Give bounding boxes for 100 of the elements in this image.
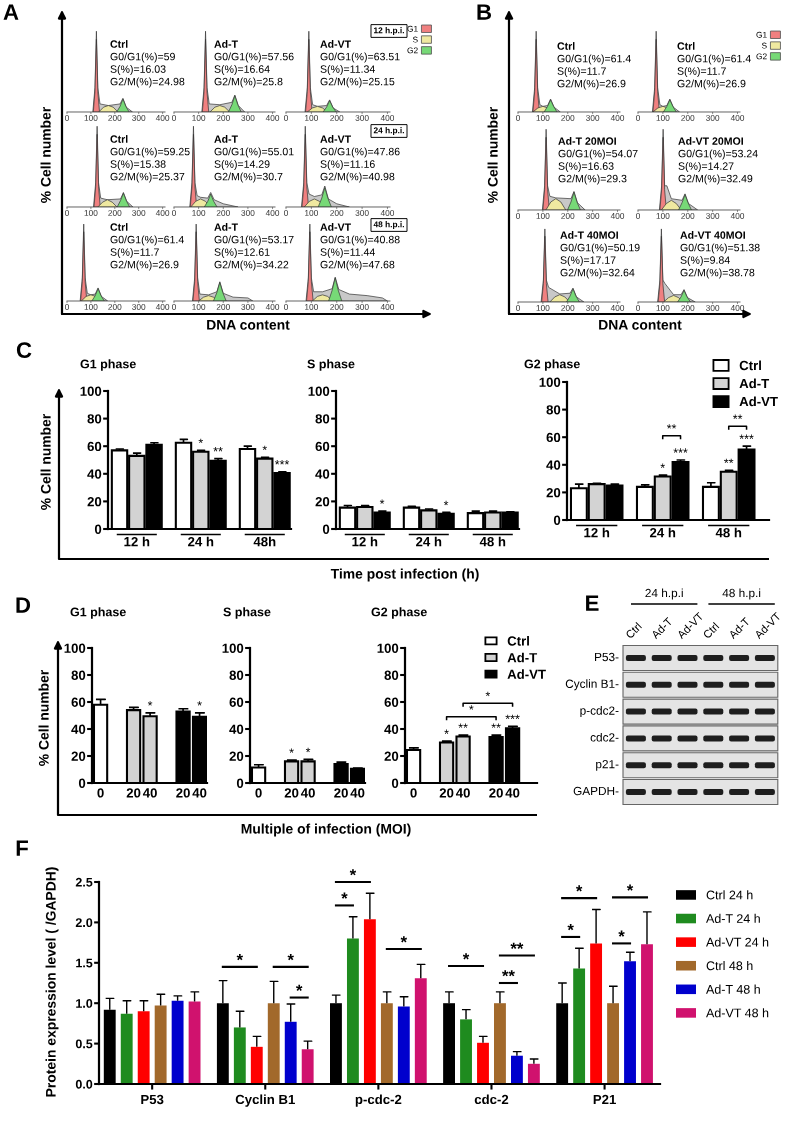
x-tick-label: 300 (706, 213, 720, 219)
x-tick-label: 100 (192, 115, 206, 121)
x-tick-label: 100 (192, 304, 206, 310)
annotation: S(%)=11.7 (557, 67, 606, 77)
annotation: ** (666, 424, 677, 429)
annotation: S(%)=11.7 (677, 67, 726, 77)
y-tick-label: 40 (315, 469, 330, 479)
x-axis-title: DNA content (599, 320, 682, 330)
y-tick-label: 40 (546, 460, 561, 470)
x-tick-label: 20 (334, 788, 348, 798)
legend-label: Ad-T 24 h (706, 913, 760, 923)
legend-label: Ctrl 48 h (706, 961, 753, 971)
annotation: S(%)=16.64 (214, 65, 270, 75)
x-tick-label: 0 (636, 213, 640, 219)
chart-title: Ad-T 40MOI (560, 231, 618, 239)
x-tick-label: 40 (455, 788, 470, 798)
legend-label: Ad-T (739, 378, 770, 389)
x-tick-label: 300 (241, 115, 255, 121)
x-tick-label: 12 h (584, 527, 610, 538)
x-tick-label: 0 (636, 305, 640, 311)
y-tick-label: 100 (64, 643, 86, 653)
x-tick-label: 300 (132, 304, 146, 310)
x-tick-label: 400 (155, 115, 170, 121)
legend-label: S (412, 36, 418, 43)
x-tick-label: 100 (656, 115, 670, 121)
category-label: Cyclin B1- (565, 679, 619, 691)
data-label: * (147, 701, 153, 706)
y-tick-label: 20 (315, 496, 330, 507)
legend-label: G2 (407, 47, 418, 54)
annotation: S(%)=16.63 (558, 162, 614, 172)
x-tick-label: 400 (155, 210, 170, 216)
data-label: *** (505, 714, 520, 720)
y-tick-label: 80 (546, 405, 561, 415)
annotation: G2/M(%)=25.8 (214, 77, 283, 88)
legend-label: Ad-T (507, 652, 538, 663)
y-axis-title: % Cell number (40, 413, 51, 510)
text: Ad-T (214, 40, 238, 48)
x-axis-title: Multiple of infection (MOI) (241, 823, 411, 837)
data-label: * (197, 701, 202, 706)
chart-title: G2 phase (371, 607, 427, 619)
annotation: ** (502, 970, 515, 977)
x-tick-label: 24 h (649, 527, 676, 538)
annotation: G0/G1(%)=61.4 (677, 54, 751, 65)
legend-label: Ad-VT (507, 669, 546, 679)
annotation: S(%)=14.29 (214, 160, 270, 170)
legend-label: Ad-VT (739, 396, 778, 407)
annotation: * (296, 984, 303, 991)
y-tick-label: 40 (87, 469, 102, 479)
x-tick-label: 48h (253, 536, 276, 547)
x-tick-label: 0 (516, 115, 520, 121)
x-tick-label: 200 (561, 305, 575, 311)
y-tick-label: 60 (87, 441, 102, 452)
x-tick-label: 0 (284, 115, 288, 121)
x-tick-label: 20 (439, 788, 454, 798)
x-tick-label: p-cdc-2 (355, 1094, 402, 1107)
x-tick-label: 400 (610, 305, 625, 311)
y-tick-label: 100 (222, 643, 244, 653)
annotation: * (287, 954, 294, 961)
annotation: G2/M(%)=47.68 (320, 260, 395, 271)
x-tick-label: 400 (610, 115, 625, 121)
x-tick-label: 400 (380, 210, 395, 216)
annotation: G0/G1(%)=59.25 (110, 147, 190, 158)
y-tick-label: 2.5 (75, 877, 93, 887)
x-tick-label: 0 (172, 115, 176, 121)
annotation: S(%)=9.84 (680, 256, 730, 266)
y-tick-label: 60 (546, 432, 561, 443)
chart-title: Ad-VT 40MOI (680, 231, 745, 239)
annotation: G2/M(%)=25.37 (110, 172, 185, 183)
text: 24 h.p.i (645, 588, 683, 600)
annotation: S(%)=12.61 (214, 248, 270, 258)
annotation: S(%)=16.03 (110, 65, 166, 75)
y-tick-label: 20 (229, 751, 244, 761)
annotation: G0/G1(%)=59 (110, 52, 175, 63)
y-tick-label: 0 (553, 515, 561, 525)
x-tick-label: 300 (355, 115, 369, 121)
x-tick-label: 200 (330, 210, 344, 216)
data-label: *** (739, 434, 754, 439)
data-label: * (289, 748, 294, 753)
annotation: * (485, 691, 491, 697)
annotation: G2/M(%)=30.7 (214, 172, 283, 183)
y-tick-label: 20 (71, 751, 86, 761)
chart-title: Ad-VT (320, 223, 351, 231)
chart-title: G1 phase (80, 359, 136, 371)
y-tick-label: 80 (315, 414, 330, 424)
annotation: G2/M(%)=29.3 (558, 174, 627, 185)
legend-label: G1 (756, 31, 767, 38)
data-label: * (305, 747, 311, 753)
x-tick-label: 200 (561, 115, 575, 121)
text: Ctrl (110, 135, 128, 143)
x-tick-label: 20 (489, 788, 503, 798)
x-tick-label: 300 (586, 305, 600, 311)
x-tick-label: cdc-2 (474, 1094, 509, 1105)
x-tick-label: 200 (108, 304, 122, 310)
text: B (477, 4, 492, 20)
x-tick-label: 100 (536, 115, 550, 121)
legend-label: Ad-VT 48 h (706, 1008, 769, 1018)
x-tick-label: 40 (142, 788, 157, 798)
text: Ad-VT 20MOI (678, 137, 743, 145)
annotation: G2/M(%)=26.9 (557, 79, 626, 90)
data-label: ** (491, 723, 501, 728)
